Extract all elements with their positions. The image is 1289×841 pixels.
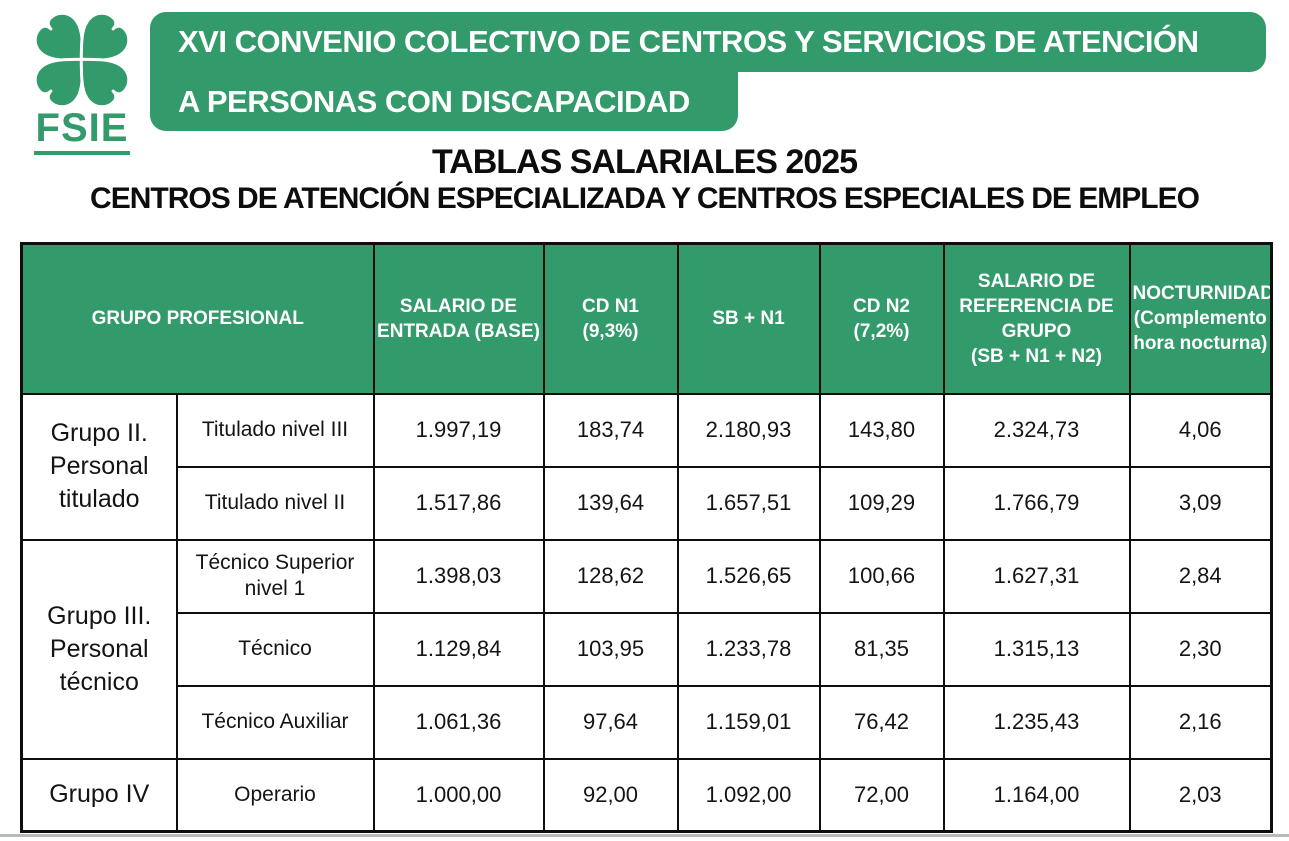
value-cell: 92,00 — [542, 757, 679, 833]
table-row: Grupo II. Personal titulado Titulado niv… — [20, 392, 1273, 541]
header-text: CD N2 — [852, 295, 910, 317]
header-text: SB + N1 — [712, 308, 785, 330]
value-cell: 1.315,13 — [942, 611, 1131, 687]
header-row: GRUPO PROFESIONAL SALARIO DE ENTRADA (BA… — [20, 242, 1273, 395]
group-cell-grupo-3: Grupo III. Personal técnico — [20, 538, 178, 760]
header-text: SALARIO DE — [399, 295, 518, 317]
value-cell: 1.997,19 — [372, 392, 545, 468]
convenio-banner: XVI CONVENIO COLECTIVO DE CENTROS Y SERV… — [150, 12, 1266, 131]
value-cell: 1.092,00 — [676, 757, 821, 833]
table-row: Grupo III. Personal técnico Técnico Supe… — [20, 538, 1273, 760]
header-cell-cd-n1: CD N1 (9,3%) — [542, 242, 679, 395]
header-cell-nocturnidad: NOCTURNIDAD (Complemento hora nocturna) — [1128, 242, 1273, 395]
header-text: GRUPO — [1001, 320, 1072, 342]
header-cell-sb-n1: SB + N1 — [676, 242, 821, 395]
category-cell: Operario — [175, 757, 375, 833]
header-cell-cd-n2: CD N2 (7,2%) — [818, 242, 945, 395]
value-cell: 97,64 — [542, 684, 679, 760]
title-line2: CENTROS DE ATENCIÓN ESPECIALIZADA Y CENT… — [90, 182, 1200, 215]
group-cell-grupo-2: Grupo II. Personal titulado — [20, 392, 178, 541]
value-cell: 183,74 — [542, 392, 679, 468]
title-line1: TABLAS SALARIALES 2025 — [431, 143, 858, 181]
fsie-wordmark: FSIE — [33, 108, 131, 155]
header-text: hora nocturna) — [1133, 333, 1268, 355]
value-cell: 100,66 — [818, 538, 945, 614]
value-cell: 1.627,31 — [942, 538, 1131, 614]
header-text: (9,3%) — [582, 320, 639, 342]
value-cell: 109,29 — [818, 465, 945, 541]
value-cell: 1.233,78 — [676, 611, 821, 687]
value-cell: 139,64 — [542, 465, 679, 541]
category-cell: Técnico Auxiliar — [175, 684, 375, 760]
value-cell: 1.398,03 — [372, 538, 545, 614]
value-cell: 2.324,73 — [942, 392, 1131, 468]
header-text: GRUPO PROFESIONAL — [91, 308, 304, 330]
header-text: (SB + N1 + N2) — [971, 345, 1102, 367]
value-cell: 1.164,00 — [942, 757, 1131, 833]
value-cell: 2.180,93 — [676, 392, 821, 468]
header-cell-salario-referencia: SALARIO DE REFERENCIA DE GRUPO (SB + N1 … — [942, 242, 1131, 395]
value-cell: 1.657,51 — [676, 465, 821, 541]
table-row: Titulado nivel II 1.517,86 139,64 1.657,… — [22, 465, 1273, 541]
value-cell: 128,62 — [542, 538, 679, 614]
value-cell: 1.235,43 — [942, 684, 1131, 760]
header-text: (7,2%) — [853, 320, 910, 342]
banner-line2: A PERSONAS CON DISCAPACIDAD — [150, 72, 738, 131]
category-cell: Titulado nivel II — [175, 465, 375, 541]
value-cell: 76,42 — [818, 684, 945, 760]
value-cell: 1.061,36 — [372, 684, 545, 760]
value-cell: 1.000,00 — [372, 757, 545, 833]
header-cell-salario-entrada: SALARIO DE ENTRADA (BASE) — [372, 242, 545, 395]
header-text: ENTRADA (BASE) — [377, 320, 540, 342]
value-cell: 2,16 — [1128, 684, 1273, 760]
salary-table: GRUPO PROFESIONAL SALARIO DE ENTRADA (BA… — [20, 242, 1273, 833]
category-cell: Técnico Superior nivel 1 — [175, 538, 375, 614]
value-cell: 143,80 — [818, 392, 945, 468]
header-cell-grupo-profesional: GRUPO PROFESIONAL — [20, 242, 375, 395]
document-title: TABLAS SALARIALES 2025 CENTROS DE ATENCI… — [0, 143, 1289, 217]
value-cell: 3,09 — [1128, 465, 1273, 541]
header-text: (Complemento — [1133, 308, 1267, 330]
value-cell: 2,30 — [1128, 611, 1273, 687]
table-row: Técnico Auxiliar 1.061,36 97,64 1.159,01… — [22, 684, 1273, 760]
group-cell-grupo-4: Grupo IV — [20, 757, 178, 833]
value-cell: 1.766,79 — [942, 465, 1131, 541]
value-cell: 1.159,01 — [676, 684, 821, 760]
category-cell: Técnico — [175, 611, 375, 687]
clover-icon — [33, 11, 131, 109]
value-cell: 2,84 — [1128, 538, 1273, 614]
value-cell: 1.517,86 — [372, 465, 545, 541]
table-row: Grupo IV Operario 1.000,00 92,00 1.092,0… — [20, 757, 1273, 833]
page-edge-divider — [0, 834, 1289, 837]
header-text: CD N1 — [581, 295, 639, 317]
banner-line1: XVI CONVENIO COLECTIVO DE CENTROS Y SERV… — [150, 12, 1266, 72]
value-cell: 1.526,65 — [676, 538, 821, 614]
header-text: NOCTURNIDAD — [1132, 283, 1272, 305]
value-cell: 81,35 — [818, 611, 945, 687]
header-text: SALARIO DE — [977, 270, 1096, 292]
value-cell: 2,03 — [1128, 757, 1273, 833]
table-row: Técnico 1.129,84 103,95 1.233,78 81,35 1… — [22, 611, 1273, 687]
fsie-logo: FSIE — [26, 10, 138, 155]
header-text: REFERENCIA DE — [959, 295, 1114, 317]
value-cell: 103,95 — [542, 611, 679, 687]
value-cell: 1.129,84 — [372, 611, 545, 687]
value-cell: 72,00 — [818, 757, 945, 833]
category-cell: Titulado nivel III — [175, 392, 375, 468]
value-cell: 4,06 — [1128, 392, 1273, 468]
